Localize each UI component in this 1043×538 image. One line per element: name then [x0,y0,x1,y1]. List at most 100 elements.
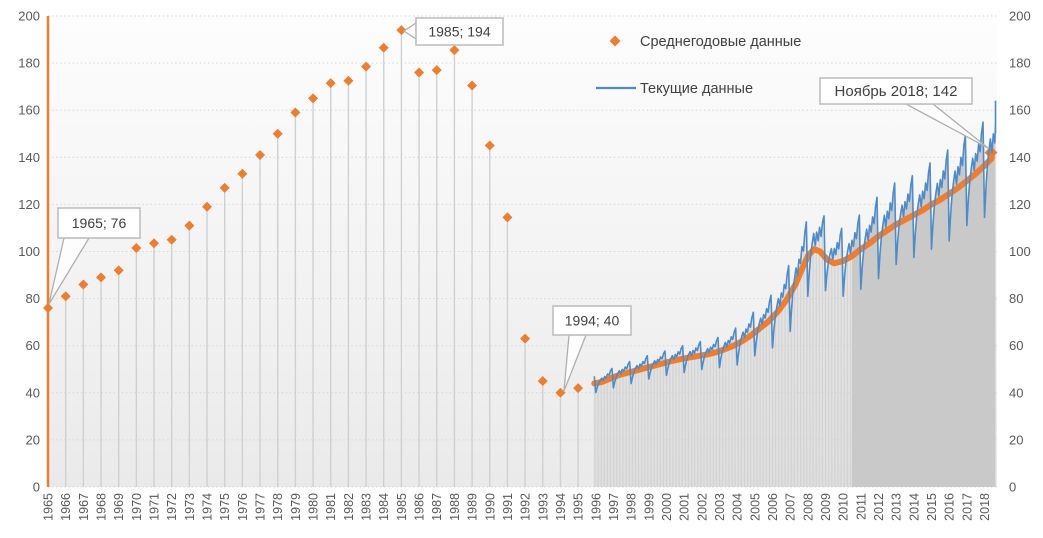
average-data-point [467,80,478,91]
average-data-point [343,75,354,86]
average-data-point [166,234,177,245]
annotation-box [819,77,973,105]
y-tick-label-left: 20 [26,432,40,447]
x-tick-label: 1985 [395,493,409,521]
x-tick-label: 1993 [536,493,550,521]
x-tick-label: 1967 [77,493,91,521]
x-tick-label: 1971 [148,493,162,521]
average-data-point [149,238,160,249]
x-tick-label: 2017 [960,493,974,521]
y-tick-label-left: 120 [18,197,40,212]
average-data-point [520,333,531,344]
average-data-point [219,182,230,193]
y-tick-label-left: 140 [18,150,40,165]
y-tick-label-right: 180 [1009,56,1031,71]
x-tick-label: 1983 [360,493,374,521]
average-data-point [537,376,548,387]
average-data-point [43,303,53,314]
x-tick-label: 1996 [589,493,603,521]
x-tick-label: 2007 [784,493,798,521]
x-tick-label: 1990 [483,493,497,521]
annotation-box [415,17,504,46]
x-tick-label: 2010 [837,493,851,521]
y-tick-label-left: 60 [26,338,40,353]
average-data-point [431,65,442,76]
annotation-callout: 1985; 194 [402,17,504,46]
x-tick-label: 1987 [430,493,444,521]
x-tick-label: 2001 [678,493,692,521]
x-tick-label: 1978 [271,493,285,521]
y-tick-label-left: 100 [18,244,40,259]
x-tick-label: 1992 [519,493,533,521]
average-data-point [290,107,301,118]
x-tick-label: 1989 [466,493,480,521]
x-tick-label: 1981 [324,493,338,521]
x-tick-label: 1988 [448,493,462,521]
x-tick-label: 2000 [660,493,674,521]
series-current-line [593,100,997,394]
y-tick-label-right: 40 [1009,385,1023,400]
average-data-point [202,201,213,212]
x-tick-label: 2009 [819,493,833,521]
average-data-point [414,67,425,78]
y-tick-label-left: 180 [18,56,40,71]
x-tick-label: 1995 [572,493,586,521]
x-tick-label: 2008 [801,493,815,521]
y-tick-label-right: 60 [1009,338,1023,353]
average-data-point [184,220,195,231]
annotation-text: Ноябрь 2018; 142 [835,83,958,100]
y-tick-label-left: 200 [18,9,40,24]
x-tick-label: 1966 [59,493,73,521]
x-tick-label: 1977 [254,493,268,521]
x-tick-label: 2014 [907,493,921,521]
x-tick-label: 1980 [307,493,321,521]
average-data-point [449,45,460,56]
x-tick-label: 1974 [201,493,215,521]
x-tick-label: 2015 [925,493,939,521]
annotation-text: 1994; 40 [565,313,620,329]
x-tick-label: 2018 [978,493,992,521]
average-data-point [113,265,124,276]
x-tick-label: 2002 [695,493,709,521]
y-tick-label-left: 40 [26,385,40,400]
x-tick-label: 1975 [218,493,232,521]
average-data-point [573,383,584,394]
droplines-annual [64,30,579,487]
x-tick-label: 1984 [377,493,391,521]
x-tick-label: 1997 [607,493,621,521]
y-tick-label-right: 140 [1009,150,1031,165]
x-tick-label: 1986 [413,493,427,521]
area-fill [851,100,996,487]
y-tick-label-right: 80 [1009,291,1023,306]
y-tick-label-right: 20 [1009,432,1023,447]
x-tick-label: 1999 [642,493,656,521]
average-data-point [502,212,513,223]
annotation-text: 1985; 194 [428,24,490,40]
average-data-point [237,168,248,179]
legend: Среднегодовые данные Текущие данные [596,34,801,97]
y-axis-left: 0 20 40 60 80 100 120 140 160 180 200 [18,9,40,495]
x-tick-label: 1976 [236,493,250,521]
x-axis: 1965 1966 1967 1968 1969 1970 1971 1972 1973 1974… [42,493,993,521]
annotation-box [552,305,632,336]
average-data-point [131,242,142,253]
x-tick-label: 2011 [854,493,868,520]
y-tick-label-right: 160 [1009,103,1031,118]
average-data-point [378,42,389,53]
x-tick-label: 2005 [748,493,762,521]
average-data-point [272,128,283,139]
x-tick-label: 1998 [625,493,639,521]
annotations: 1965; 76 1985; 194 1994; 40 Ноябрь 2018; 14… [48,17,989,392]
annotation-callout: Ноябрь 2018; 142 [819,77,989,149]
average-data-point [484,140,495,151]
x-tick-label: 2016 [943,493,957,521]
annotation-callout: 1965; 76 [48,207,141,305]
x-tick-label: 1982 [342,493,356,521]
x-tick-label: 1973 [183,493,197,521]
x-tick-label: 1968 [95,493,109,521]
annotation-box [57,207,141,239]
average-data-point [308,93,319,104]
average-data-point [60,291,71,302]
